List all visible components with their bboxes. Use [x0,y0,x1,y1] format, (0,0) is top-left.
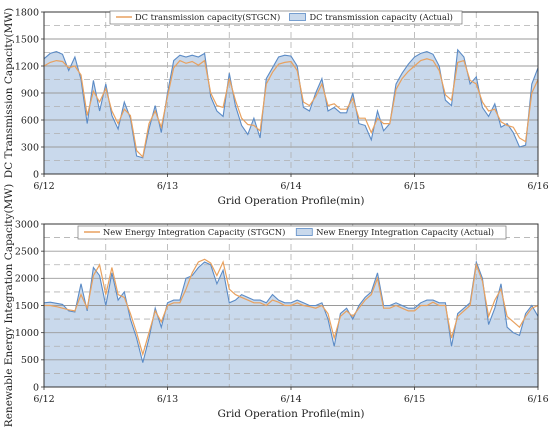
legend: New Energy Integration Capacity (STGCN) N… [77,225,507,240]
x-tick-label: 6/16 [527,394,548,405]
x-tick-label: 6/13 [157,394,178,405]
x-tick-label: 6/14 [280,181,301,192]
x-tick-label: 6/13 [157,181,178,192]
x-axis-label: Grid Operation Profile(min) [218,195,365,207]
y-tick-label: 1200 [15,61,39,72]
y-tick-label: 900 [21,88,39,99]
chart-renewable-integration: 0 500 1000 1500 2000 2500 3000 6/12 6/13 6/14 6/15… [3,184,549,427]
y-axis-label: DC Transmission Capacity(MW) [3,8,15,179]
y-tick-label: 600 [21,115,39,126]
legend-swatch-actual [289,13,306,21]
y-tick-label: 2000 [15,274,39,285]
series-stgcn-line [43,58,539,159]
legend-box [77,225,507,240]
legend-label-stgcn: DC transmission capacity(STGCN) [135,12,280,22]
x-tick-label: 6/15 [404,181,425,192]
y-tick-label: 300 [21,142,39,153]
y-tick-label: 1500 [15,34,39,45]
legend-swatch-actual [295,228,313,236]
x-tick-label: 6/15 [404,394,425,405]
legend-box [109,10,463,25]
series-actual-line [43,48,539,159]
y-tick-label: 0 [33,169,39,180]
y-tick-label: 3000 [15,219,39,230]
x-tick-label: 6/14 [280,394,301,405]
y-tick-label: 1000 [15,328,39,339]
series-stgcn-line [44,258,539,357]
x-tick-label: 6/12 [33,394,54,405]
y-axis-label: Renewable Energy Integration Capacity(MW… [3,184,15,427]
y-tick-label: 0 [33,382,39,393]
y-tick-label: 500 [21,355,39,366]
x-axis-label: Grid Operation Profile(min) [218,408,365,420]
x-tick-label: 6/12 [33,181,54,192]
y-tick-label: 2500 [15,246,39,257]
legend: DC transmission capacity(STGCN) DC transm… [109,10,463,25]
legend-label-stgcn: New Energy Integration Capacity (STGCN) [103,227,285,237]
y-tick-label: 1800 [15,7,39,18]
chart-dc-transmission: 0 300 600 900 1200 1500 1800 6/12 6/13 6/14 6/15 6/… [3,7,549,207]
y-tick-label: 1500 [15,301,39,312]
x-tick-label: 6/16 [527,181,548,192]
legend-label-actual: DC transmission capacity (Actual) [310,12,453,22]
legend-label-actual: New Energy Integration Capacity (Actual) [316,227,494,237]
